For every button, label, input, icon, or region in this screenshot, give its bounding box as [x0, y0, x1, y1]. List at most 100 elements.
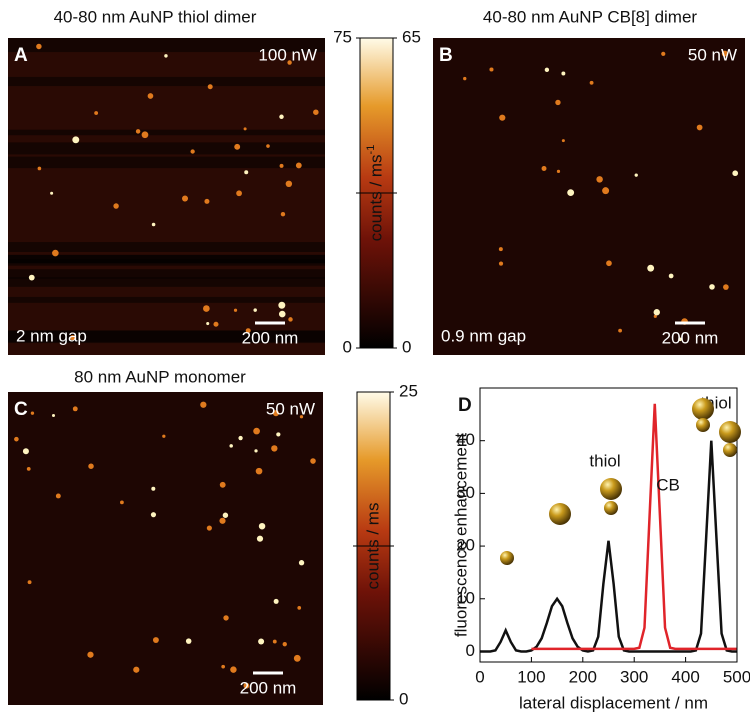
spot	[152, 637, 159, 643]
image-2	[8, 392, 323, 705]
scale-label: 200 nm	[242, 328, 299, 347]
spot	[561, 71, 566, 76]
spot	[271, 445, 278, 452]
spot	[299, 415, 304, 419]
spot	[51, 413, 56, 418]
colorbar-tick-label: 75	[333, 27, 352, 46]
spot	[256, 535, 264, 542]
spot	[297, 606, 302, 610]
spot	[678, 337, 682, 342]
x-tick-label: 200	[569, 667, 597, 686]
streak	[8, 242, 325, 252]
panel-title: 80 nm AuNP monomer	[74, 367, 246, 386]
spot	[230, 666, 237, 673]
annotation: thiol	[589, 451, 620, 470]
y-tick-label: 10	[456, 588, 475, 607]
panel-label: D	[458, 395, 472, 416]
spot	[606, 260, 612, 267]
spot	[280, 211, 286, 217]
y-tick-label: 0	[466, 641, 475, 660]
spot	[272, 410, 280, 417]
spot	[498, 261, 504, 266]
power: 100 nW	[258, 45, 317, 64]
x-tick-label: 500	[723, 667, 750, 686]
spot	[28, 274, 35, 281]
spot	[36, 43, 42, 50]
gap-label: 2 nm gap	[16, 326, 87, 345]
panel-title: 40-80 nm AuNP thiol dimer	[54, 7, 257, 26]
streak	[8, 330, 325, 342]
spot	[661, 51, 666, 56]
spot	[634, 173, 638, 177]
spot	[190, 149, 195, 154]
spot	[52, 249, 59, 257]
spot	[295, 162, 302, 169]
spot	[668, 273, 674, 279]
spot	[489, 67, 494, 72]
spot	[151, 222, 156, 227]
gold-spheres	[500, 398, 741, 565]
spot	[276, 432, 281, 437]
colorbar-tick-label: 25	[399, 381, 418, 400]
spot	[298, 560, 305, 566]
scale-label: 200 nm	[240, 678, 297, 697]
colorbar-label: counts / ms-1	[365, 145, 386, 242]
panel-label: A	[14, 45, 28, 66]
spot	[30, 411, 35, 415]
colorbar-tick-label: 65	[402, 27, 421, 46]
spot	[50, 191, 54, 195]
spot	[253, 427, 260, 435]
panel-label: C	[14, 399, 28, 420]
colorbar-label-sup: -1	[365, 145, 377, 155]
panel-label: B	[439, 45, 453, 66]
spot	[94, 111, 99, 115]
spot	[219, 481, 226, 488]
streak	[8, 277, 325, 287]
spot	[310, 458, 316, 464]
spot	[285, 180, 293, 188]
y-tick-label: 30	[456, 483, 475, 502]
spot	[313, 109, 319, 115]
y-tick-label: 40	[456, 430, 475, 449]
spot	[150, 512, 157, 518]
spot	[723, 284, 729, 290]
spot	[567, 189, 575, 197]
spot	[653, 314, 657, 318]
spot	[589, 80, 594, 85]
spot	[55, 493, 61, 499]
spot	[293, 654, 301, 662]
spot	[653, 309, 660, 316]
colorbar-label: counts / ms	[363, 503, 382, 590]
streak	[8, 76, 325, 87]
spot	[162, 434, 166, 438]
spot	[279, 114, 284, 120]
spot	[544, 67, 550, 73]
plot-frame	[479, 387, 738, 663]
spot	[254, 449, 258, 453]
spot	[258, 638, 265, 645]
power: 50 nW	[688, 45, 737, 64]
x-tick-label: 100	[517, 667, 545, 686]
spot	[561, 139, 565, 143]
spot	[499, 114, 506, 121]
spot	[266, 144, 270, 148]
spot	[233, 308, 238, 312]
spot	[207, 84, 213, 90]
spot	[243, 127, 247, 131]
spot	[27, 580, 32, 585]
x-tick-label: 300	[620, 667, 648, 686]
colorbar-tick-label: 0	[343, 337, 352, 356]
spot	[278, 310, 286, 318]
line-series	[480, 440, 737, 653]
spot	[164, 54, 168, 58]
spot	[37, 166, 42, 171]
colorbar-tick-label: 0	[399, 689, 408, 708]
spot	[229, 444, 233, 448]
streak	[8, 38, 325, 53]
spot	[541, 166, 547, 172]
spot	[278, 301, 286, 309]
spot	[69, 334, 76, 341]
spot	[213, 321, 219, 327]
x-axis-label: lateral displacement / nm	[519, 693, 708, 712]
spot	[244, 170, 249, 175]
